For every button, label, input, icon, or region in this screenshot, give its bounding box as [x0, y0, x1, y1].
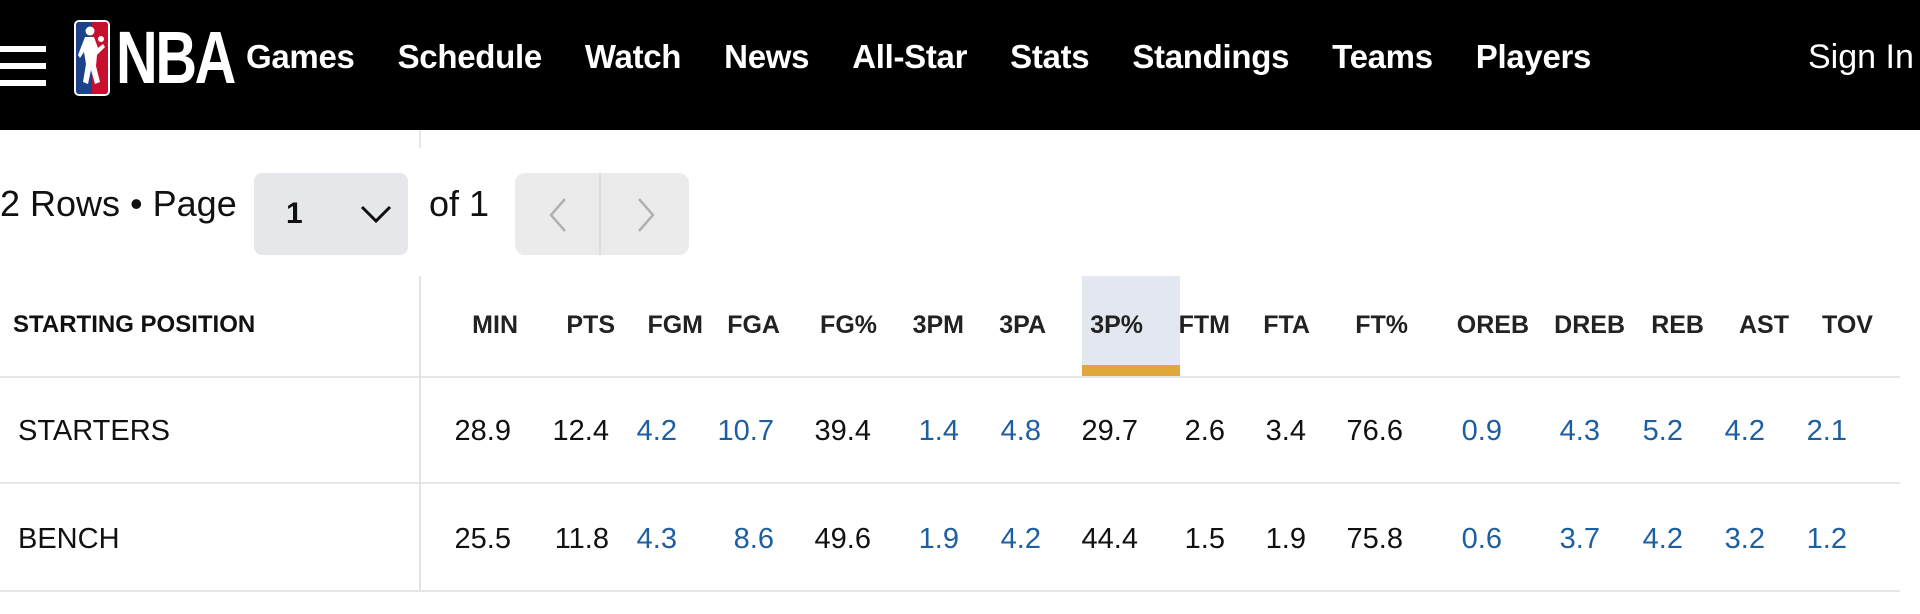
chevron-down-icon — [360, 205, 392, 224]
page-total-label: of 1 — [429, 183, 490, 224]
chevron-left-icon — [549, 198, 566, 232]
header-ftm[interactable]: FTM — [1178, 311, 1230, 339]
header-starting-position[interactable]: STARTING POSITION — [13, 311, 256, 338]
cell-pts: 11.8 — [554, 523, 609, 555]
cell-3pa[interactable]: 4.2 — [1000, 523, 1041, 555]
cell-pts: 12.4 — [552, 415, 609, 447]
cell-min: 25.5 — [454, 523, 511, 555]
top-nav: NBA Games Schedule Watch News All-Star S… — [0, 0, 1920, 130]
cell-min: 28.9 — [454, 415, 511, 447]
table-row-starters: STARTERS 28.9 12.4 4.2 10.7 39.4 1.4 4.8… — [0, 378, 1900, 484]
column-divider — [419, 130, 421, 148]
cell-ast[interactable]: 4.2 — [1724, 415, 1765, 447]
nav-link-games[interactable]: Games — [246, 38, 355, 75]
cell-reb[interactable]: 5.2 — [1642, 415, 1683, 447]
nba-logo-icon — [74, 20, 110, 96]
cell-fg-pct: 39.4 — [814, 415, 871, 447]
header-dreb[interactable]: DREB — [1554, 311, 1625, 339]
header-ast[interactable]: AST — [1739, 311, 1789, 339]
cell-3pm[interactable]: 1.4 — [918, 415, 959, 447]
cell-ft-pct: 75.8 — [1346, 523, 1403, 555]
header-min[interactable]: MIN — [472, 311, 518, 339]
table-header-row: STARTING POSITION MIN PTS FGM FGA FG% 3P… — [0, 276, 1900, 378]
nav-link-teams[interactable]: Teams — [1332, 38, 1433, 75]
header-reb[interactable]: REB — [1651, 311, 1704, 339]
cell-ast[interactable]: 3.2 — [1724, 523, 1765, 555]
cell-3p-pct: 44.4 — [1081, 523, 1138, 555]
sorted-column-indicator — [1082, 365, 1180, 376]
header-3p-pct[interactable]: 3P% — [1090, 311, 1143, 339]
cell-dreb[interactable]: 4.3 — [1559, 415, 1600, 447]
cell-3p-pct: 29.7 — [1081, 415, 1138, 447]
cell-ftm: 2.6 — [1184, 415, 1225, 447]
cell-fga[interactable]: 10.7 — [717, 415, 774, 447]
menu-icon[interactable] — [0, 46, 46, 86]
pager-buttons — [515, 173, 689, 255]
sorted-column-highlight — [1082, 276, 1180, 376]
header-ft-pct[interactable]: FT% — [1355, 311, 1408, 339]
cell-3pa[interactable]: 4.8 — [1000, 415, 1041, 447]
page-select-value: 1 — [286, 197, 303, 230]
header-3pm[interactable]: 3PM — [912, 311, 964, 339]
header-oreb[interactable]: OREB — [1456, 311, 1529, 339]
nav-link-news[interactable]: News — [724, 38, 810, 75]
table-row-bench: BENCH 25.5 11.8 4.3 8.6 49.6 1.9 4.2 44.… — [0, 486, 1900, 592]
row-label: BENCH — [18, 523, 120, 555]
header-fta[interactable]: FTA — [1263, 311, 1310, 339]
header-fga[interactable]: FGA — [727, 311, 780, 339]
row-label: STARTERS — [18, 415, 171, 447]
header-fg-pct[interactable]: FG% — [820, 311, 877, 339]
next-page-button[interactable] — [603, 173, 689, 255]
previous-page-button[interactable] — [515, 173, 601, 255]
cell-oreb[interactable]: 0.6 — [1461, 523, 1502, 555]
cell-fga[interactable]: 8.6 — [733, 523, 774, 555]
cell-ft-pct: 76.6 — [1346, 415, 1403, 447]
cell-tov[interactable]: 2.1 — [1806, 415, 1847, 447]
column-divider — [419, 276, 421, 590]
header-pts[interactable]: PTS — [566, 311, 615, 339]
cell-fgm[interactable]: 4.3 — [636, 523, 677, 555]
nav-link-players[interactable]: Players — [1475, 38, 1592, 75]
cell-ftm: 1.5 — [1184, 523, 1225, 555]
nav-link-stats[interactable]: Stats — [1010, 38, 1090, 75]
nav-links: Games Schedule Watch News All-Star Stats… — [246, 0, 1634, 114]
cell-fta: 3.4 — [1265, 415, 1306, 447]
cell-fgm[interactable]: 4.2 — [636, 415, 677, 447]
nav-link-all-star[interactable]: All-Star — [852, 38, 968, 75]
nav-link-watch[interactable]: Watch — [584, 38, 682, 75]
nav-link-schedule[interactable]: Schedule — [397, 38, 543, 75]
cell-oreb[interactable]: 0.9 — [1461, 415, 1502, 447]
page-select[interactable]: 1 — [254, 173, 408, 255]
chevron-right-icon — [638, 198, 655, 232]
cell-3pm[interactable]: 1.9 — [918, 523, 959, 555]
cell-dreb[interactable]: 3.7 — [1559, 523, 1600, 555]
nba-logo[interactable]: NBA — [74, 16, 236, 99]
header-fgm[interactable]: FGM — [647, 311, 703, 339]
cell-tov[interactable]: 1.2 — [1806, 523, 1847, 555]
cell-fg-pct: 49.6 — [814, 523, 871, 555]
header-3pa[interactable]: 3PA — [999, 311, 1046, 339]
rows-page-label: 2 Rows • Page — [0, 183, 237, 224]
nav-link-standings[interactable]: Standings — [1132, 38, 1290, 75]
cell-fta: 1.9 — [1265, 523, 1306, 555]
nba-logo-text: NBA — [116, 16, 236, 99]
sign-in-link[interactable]: Sign In — [1808, 38, 1914, 76]
header-tov[interactable]: TOV — [1822, 311, 1873, 339]
cell-reb[interactable]: 4.2 — [1642, 523, 1683, 555]
